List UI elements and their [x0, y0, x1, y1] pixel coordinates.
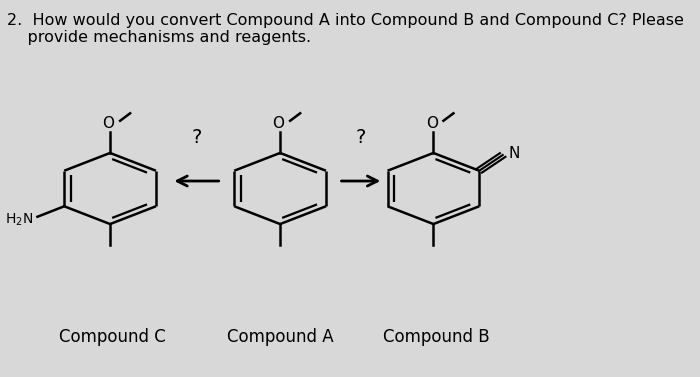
Text: ?: ?	[356, 129, 366, 147]
Text: 2.  How would you convert Compound A into Compound B and Compound C? Please
    : 2. How would you convert Compound A into…	[7, 12, 684, 45]
Text: O: O	[102, 116, 114, 131]
Text: H$_2$N: H$_2$N	[6, 211, 34, 228]
Text: O: O	[272, 116, 284, 131]
Text: Compound C: Compound C	[60, 328, 166, 346]
Text: Compound A: Compound A	[227, 328, 333, 346]
Text: N: N	[508, 146, 519, 161]
Text: O: O	[426, 116, 438, 131]
Text: ?: ?	[191, 129, 202, 147]
Text: Compound B: Compound B	[383, 328, 489, 346]
